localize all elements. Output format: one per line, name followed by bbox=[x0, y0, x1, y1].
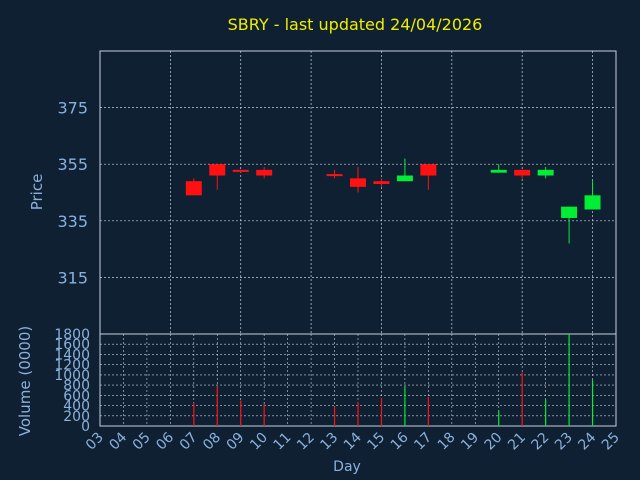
day-tick-label: 22 bbox=[529, 430, 553, 454]
day-tick-label: 23 bbox=[552, 430, 576, 454]
candle-body bbox=[420, 164, 437, 176]
day-tick-label: 16 bbox=[388, 429, 412, 453]
candle-body bbox=[514, 169, 531, 176]
day-tick-label: 18 bbox=[435, 430, 459, 454]
volume-tick-label: 800 bbox=[63, 378, 90, 394]
candle-body bbox=[326, 174, 343, 177]
volume-panel: 03 04 05 06 07 08 09 10 11 12 13 14 15 16 17 18 19 20 21 22… bbox=[54, 327, 622, 453]
price-tick-label: 335 bbox=[57, 212, 88, 231]
day-tick-label: 09 bbox=[224, 430, 248, 454]
candle-body bbox=[561, 206, 578, 218]
day-tick-label: 25 bbox=[599, 430, 623, 454]
day-tick-label: 05 bbox=[130, 430, 154, 454]
candle-body bbox=[396, 175, 413, 182]
price-panel: 315 335 355 375 bbox=[57, 50, 617, 335]
volume-tick-label: 1600 bbox=[54, 337, 90, 353]
volume-tick-label: 600 bbox=[63, 388, 90, 404]
day-tick-label: 17 bbox=[411, 430, 435, 454]
candle-body bbox=[256, 169, 273, 176]
day-tick-label: 15 bbox=[364, 430, 388, 454]
candle-body bbox=[490, 169, 507, 173]
candle-body bbox=[209, 164, 226, 176]
volume-axis-label: Volume (0000) bbox=[16, 326, 34, 436]
day-tick-label: 11 bbox=[271, 430, 295, 454]
day-tick-label: 12 bbox=[294, 430, 318, 454]
day-tick-label: 20 bbox=[482, 430, 506, 454]
candle-body bbox=[185, 181, 202, 196]
day-tick-label: 14 bbox=[341, 429, 365, 453]
candle-body bbox=[350, 178, 366, 187]
volume-tick-label: 1400 bbox=[54, 347, 90, 363]
day-tick-label: 08 bbox=[200, 430, 224, 454]
day-tick-label: 07 bbox=[177, 430, 201, 454]
candle-body bbox=[373, 181, 390, 185]
price-axis-label: Price bbox=[28, 174, 46, 211]
day-tick-label: 19 bbox=[458, 430, 482, 454]
chart-title: SBRY - last updated 24/04/2026 bbox=[228, 15, 483, 34]
day-axis-label: Day bbox=[333, 459, 361, 475]
day-tick-label: 21 bbox=[505, 430, 529, 454]
candle-body bbox=[537, 169, 554, 176]
volume-tick-label: 1200 bbox=[54, 358, 90, 374]
volume-tick-label: 1800 bbox=[54, 327, 90, 343]
candle-body bbox=[584, 195, 601, 210]
price-tick-label: 375 bbox=[57, 99, 88, 118]
day-tick-label: 06 bbox=[153, 429, 177, 453]
day-tick-label: 24 bbox=[575, 429, 599, 453]
volume-tick-label: 200 bbox=[63, 409, 90, 425]
volume-tick-label: 0 bbox=[81, 419, 90, 435]
price-tick-label: 355 bbox=[57, 155, 88, 174]
day-tick-label: 04 bbox=[106, 429, 130, 453]
candle-body bbox=[232, 169, 249, 172]
volume-tick-label: 1000 bbox=[54, 368, 90, 384]
volume-tick-label: 400 bbox=[63, 399, 90, 415]
day-tick-label: 10 bbox=[247, 430, 271, 454]
day-tick-label: 13 bbox=[317, 430, 341, 454]
price-tick-label: 315 bbox=[57, 268, 88, 287]
